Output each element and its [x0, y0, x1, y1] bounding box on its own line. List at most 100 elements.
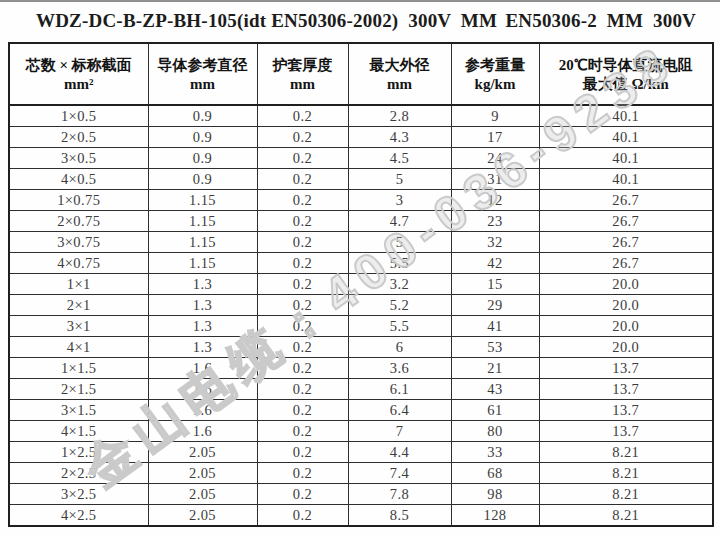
table-cell: 40.1 — [539, 148, 713, 169]
column-header-unit: kg/km — [452, 75, 539, 93]
table-cell: 1.3 — [148, 295, 257, 316]
table-cell: 15 — [451, 274, 539, 295]
table-cell: 13.7 — [539, 379, 713, 400]
table-cell: 40.1 — [539, 169, 713, 190]
table-cell: 1.6 — [148, 421, 257, 442]
table-cell: 0.2 — [257, 505, 348, 527]
table-cell: 3×0.75 — [9, 232, 148, 253]
table-cell: 1.3 — [148, 337, 257, 358]
table-cell: 80 — [451, 421, 539, 442]
table-row: 1×11.30.23.21520.0 — [9, 274, 713, 295]
table-cell: 0.2 — [257, 232, 348, 253]
column-header-title: 导体参考直径 — [149, 55, 257, 75]
table-cell: 1.6 — [148, 400, 257, 421]
table-cell: 1×2.5 — [9, 442, 148, 463]
table-cell: 0.9 — [148, 148, 257, 169]
table-cell: 0.2 — [257, 484, 348, 505]
table-cell: 17 — [451, 127, 539, 148]
table-cell: 0.2 — [257, 379, 348, 400]
table-header: 芯数 × 标称截面mm²导体参考直径mm护套厚度mm最大外径mm参考重量kg/k… — [9, 43, 713, 105]
table-cell: 21 — [451, 358, 539, 379]
table-cell: 0.2 — [257, 295, 348, 316]
table-row: 1×1.51.60.23.62113.7 — [9, 358, 713, 379]
table-cell: 4×0.75 — [9, 253, 148, 274]
table-body: 1×0.50.90.22.8940.12×0.50.90.24.31740.13… — [9, 105, 713, 526]
table-cell: 0.2 — [257, 169, 348, 190]
table-cell: 2.05 — [148, 484, 257, 505]
table-cell: 2×2.5 — [9, 463, 148, 484]
table-cell: 0.2 — [257, 316, 348, 337]
column-header-2: 导体参考直径mm — [148, 43, 257, 105]
table-cell: 13.7 — [539, 421, 713, 442]
table-cell: 5.5 — [348, 316, 451, 337]
column-header-5: 参考重量kg/km — [451, 43, 539, 105]
table-row: 4×0.751.150.25.54226.7 — [9, 253, 713, 274]
table-cell: 3.2 — [348, 274, 451, 295]
table-row: 4×1.51.60.278013.7 — [9, 421, 713, 442]
table-row: 4×11.30.265320.0 — [9, 337, 713, 358]
table-row: 2×0.751.150.24.72326.7 — [9, 211, 713, 232]
table-cell: 0.2 — [257, 211, 348, 232]
table-cell: 1×0.5 — [9, 105, 148, 127]
table-cell: 2×0.5 — [9, 127, 148, 148]
table-cell: 1×0.75 — [9, 190, 148, 211]
table-cell: 4.3 — [348, 127, 451, 148]
table-cell: 26.7 — [539, 232, 713, 253]
table-cell: 26.7 — [539, 211, 713, 232]
table-cell: 41 — [451, 316, 539, 337]
column-header-title: 参考重量 — [452, 55, 539, 75]
table-cell: 3 — [348, 190, 451, 211]
table-row: 2×2.52.050.27.4688.21 — [9, 463, 713, 484]
table-cell: 4×1.5 — [9, 421, 148, 442]
table-cell: 3.6 — [348, 358, 451, 379]
table-cell: 0.9 — [148, 169, 257, 190]
table-cell: 1.3 — [148, 316, 257, 337]
table-cell: 4×1 — [9, 337, 148, 358]
table-cell: 4.7 — [348, 211, 451, 232]
table-cell: 5 — [348, 169, 451, 190]
table-cell: 0.2 — [257, 463, 348, 484]
column-header-3: 护套厚度mm — [257, 43, 348, 105]
table-cell: 12 — [451, 190, 539, 211]
table-cell: 53 — [451, 337, 539, 358]
table-cell: 0.9 — [148, 105, 257, 127]
table-cell: 8.5 — [348, 505, 451, 527]
table-cell: 1.15 — [148, 190, 257, 211]
table-cell: 8.21 — [539, 463, 713, 484]
table-cell: 24 — [451, 148, 539, 169]
title-standard-ref: EN50306-2 MM 300V — [505, 10, 696, 32]
table-cell: 8.21 — [539, 442, 713, 463]
table-cell: 13.7 — [539, 400, 713, 421]
table-row: 1×2.52.050.24.4338.21 — [9, 442, 713, 463]
table-row: 4×2.52.050.28.51288.21 — [9, 505, 713, 527]
column-header-title: 20℃时导体直流电阻 — [540, 55, 713, 75]
column-header-6: 20℃时导体直流电阻最大值 Ω/km — [539, 43, 713, 105]
table-cell: 0.2 — [257, 105, 348, 127]
table-cell: 20.0 — [539, 316, 713, 337]
table-cell: 2.05 — [148, 442, 257, 463]
table-cell: 20.0 — [539, 274, 713, 295]
table-row: 2×1.51.60.26.14313.7 — [9, 379, 713, 400]
table-cell: 0.2 — [257, 148, 348, 169]
table-row: 3×2.52.050.27.8988.21 — [9, 484, 713, 505]
column-header-title: 最大外径 — [349, 55, 451, 75]
table-cell: 6.4 — [348, 400, 451, 421]
table-cell: 32 — [451, 232, 539, 253]
table-cell: 68 — [451, 463, 539, 484]
table-cell: 3×1.5 — [9, 400, 148, 421]
table-cell: 4×2.5 — [9, 505, 148, 527]
title-model-spec: WDZ-DC-B-ZP-BH-105(idt EN50306-2002) 300… — [36, 10, 497, 32]
column-header-title: 护套厚度 — [258, 55, 348, 75]
column-header-unit: 最大值 Ω/km — [540, 75, 713, 93]
table-cell: 26.7 — [539, 190, 713, 211]
table-row: 3×11.30.25.54120.0 — [9, 316, 713, 337]
table-cell: 1.3 — [148, 274, 257, 295]
table-row: 3×1.51.60.26.46113.7 — [9, 400, 713, 421]
table-cell: 0.2 — [257, 421, 348, 442]
table-cell: 3×2.5 — [9, 484, 148, 505]
table-row: 2×0.50.90.24.31740.1 — [9, 127, 713, 148]
table-cell: 9 — [451, 105, 539, 127]
table-cell: 1.6 — [148, 379, 257, 400]
table-cell: 0.2 — [257, 442, 348, 463]
table-cell: 2×0.75 — [9, 211, 148, 232]
